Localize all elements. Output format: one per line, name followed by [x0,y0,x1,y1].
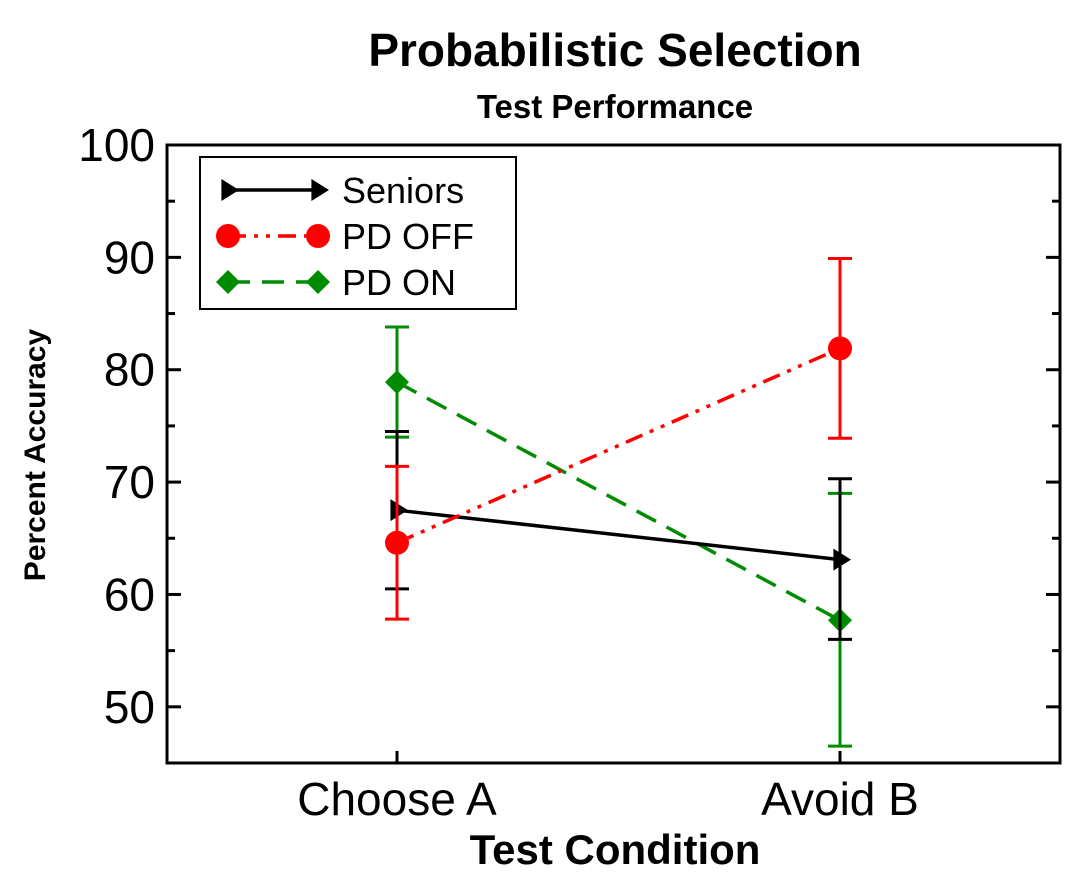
series-line [396,508,841,562]
legend-label: PD ON [342,262,456,303]
series-line [396,380,841,622]
x-tick-label: Choose A [297,773,497,825]
x-tick-label: Avoid B [761,773,919,825]
y-tick-label: 80 [104,344,155,396]
legend-marker [306,224,330,248]
series-pd-off [385,256,852,621]
series-line [396,346,841,545]
legend-label: Seniors [342,170,464,211]
data-point [828,336,852,361]
legend-marker [311,179,329,201]
legend-marker [221,179,239,201]
legend-marker [306,270,330,294]
y-tick-label: 50 [104,681,155,733]
chart-title: Probabilistic Selection [368,24,861,76]
chart-subtitle: Test Performance [477,88,753,125]
legend: Seniors PD OFF PD ON [199,156,517,310]
plot-area [165,143,1062,765]
legend-marker [216,270,240,294]
y-tick-label: 70 [104,456,155,508]
legend-items: Seniors PD OFF PD ON [216,170,474,303]
y-tick-label: 90 [104,231,155,283]
data-point [833,548,851,571]
series-seniors [385,430,852,641]
data-point [390,499,408,522]
data-point [385,370,409,395]
series-layer [385,256,852,748]
legend-label: PD OFF [342,216,474,257]
y-tick-label: 100 [78,119,155,171]
x-axis-label: Test Condition [470,826,761,873]
y-axis-label: Percent Accuracy [19,329,52,582]
y-axis-ticks: 50 60 70 80 90 100 [78,119,1060,733]
data-point [385,530,409,555]
legend-box [199,156,517,310]
legend-marker [216,224,240,248]
x-axis-ticks: Choose A Avoid B [297,751,919,825]
y-tick-label: 60 [104,568,155,620]
